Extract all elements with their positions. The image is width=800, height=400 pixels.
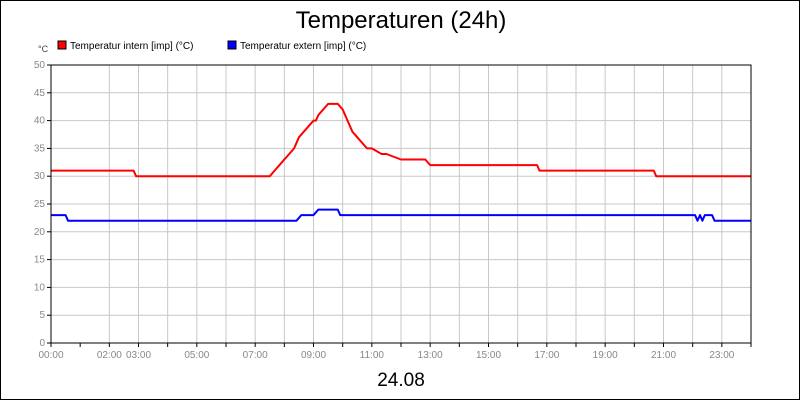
series-line-1 xyxy=(51,102,751,178)
x-tick-label: 05:00 xyxy=(184,350,209,361)
legend-label: Temperatur intern [imp] (°C) xyxy=(70,41,193,52)
x-tick-label: 00:00 xyxy=(38,350,63,361)
x-tick-label: 11:00 xyxy=(360,350,385,361)
plot-area-border xyxy=(50,64,752,344)
series-lines xyxy=(51,102,751,222)
legend-label: Temperatur extern [imp] (°C) xyxy=(240,41,366,52)
legend-swatch xyxy=(57,40,67,50)
x-tick-label: 15:00 xyxy=(476,350,501,361)
x-tick-label: 21:00 xyxy=(651,350,676,361)
x-tick-label: 03:00 xyxy=(126,350,151,361)
x-tick-label: 17:00 xyxy=(534,350,559,361)
legend: Temperatur intern [imp] (°C) Temperatur e… xyxy=(57,40,366,52)
series-line-2 xyxy=(51,208,751,222)
x-tick-label: 09:00 xyxy=(301,350,326,361)
x-axis-date-label: 24.08 xyxy=(377,370,425,391)
y-tick-label: 15 xyxy=(34,255,46,266)
y-tick-label: 40 xyxy=(34,116,46,127)
y-axis-unit: °C xyxy=(38,44,49,54)
y-tick-label: 25 xyxy=(34,199,46,210)
x-tick-label: 23:00 xyxy=(709,350,734,361)
x-tick-label: 19:00 xyxy=(593,350,618,361)
y-tick-label: 45 xyxy=(34,88,46,99)
x-tick-label: 07:00 xyxy=(243,350,268,361)
y-tick-label: 30 xyxy=(34,171,46,182)
y-tick-label: 35 xyxy=(34,143,46,154)
y-tick-label: 0 xyxy=(39,338,45,349)
chart-title: Temperaturen (24h) xyxy=(296,7,507,34)
axes: 0 5 10 15 20 25 30 35 40 45 50 00:00 02:00 03:00 05:00… xyxy=(34,60,752,361)
legend-swatch xyxy=(227,40,237,50)
y-tick-label: 10 xyxy=(34,282,46,293)
x-tick-label: 13:00 xyxy=(418,350,443,361)
y-tick-label: 5 xyxy=(39,310,45,321)
grid xyxy=(51,65,751,343)
y-tick-label: 50 xyxy=(34,60,46,71)
y-tick-label: 20 xyxy=(34,227,46,238)
x-tick-label: 02:00 xyxy=(97,350,122,361)
